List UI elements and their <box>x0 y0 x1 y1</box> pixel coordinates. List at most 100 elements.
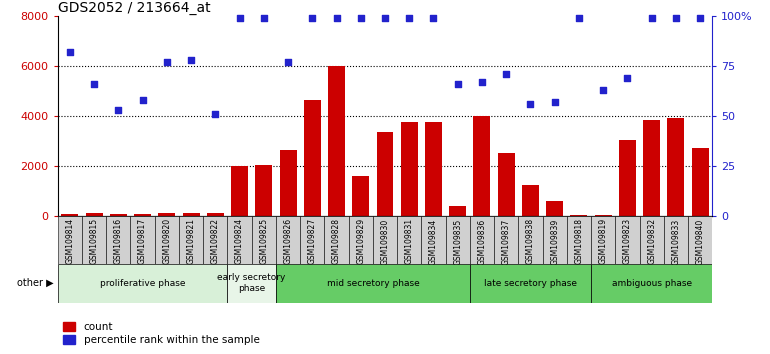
Bar <box>276 216 300 264</box>
Point <box>306 15 319 21</box>
Point <box>355 15 367 21</box>
Bar <box>58 264 227 303</box>
Bar <box>691 148 708 216</box>
Bar <box>425 122 442 216</box>
Point <box>330 15 343 21</box>
Point <box>597 87 609 93</box>
Text: mid secretory phase: mid secretory phase <box>326 279 419 288</box>
Bar <box>668 119 685 216</box>
Point <box>694 15 706 21</box>
Point <box>379 15 391 21</box>
Text: GSM109821: GSM109821 <box>186 218 196 264</box>
Text: GSM109828: GSM109828 <box>332 218 341 264</box>
Point <box>621 75 634 81</box>
Point <box>500 71 512 77</box>
Bar <box>567 216 591 264</box>
Point <box>112 107 125 113</box>
Point <box>88 81 100 87</box>
Text: early secretory
phase: early secretory phase <box>217 274 286 293</box>
Point <box>573 15 585 21</box>
Bar <box>543 216 567 264</box>
Bar <box>252 216 276 264</box>
Text: GSM109836: GSM109836 <box>477 218 487 264</box>
Bar <box>591 264 712 303</box>
Bar <box>231 166 248 216</box>
Text: GSM109814: GSM109814 <box>65 218 75 264</box>
Bar <box>276 264 470 303</box>
Bar <box>518 216 543 264</box>
Bar <box>397 216 421 264</box>
Bar <box>328 66 345 216</box>
Point <box>233 15 246 21</box>
Text: GSM109822: GSM109822 <box>211 218 219 264</box>
Bar <box>280 150 296 216</box>
Text: GSM109833: GSM109833 <box>671 218 681 264</box>
Bar <box>571 215 588 216</box>
Bar <box>591 216 615 264</box>
Bar <box>377 132 393 216</box>
Bar <box>522 185 539 216</box>
Text: GSM109815: GSM109815 <box>89 218 99 264</box>
Point <box>451 81 464 87</box>
Bar <box>106 216 130 264</box>
Text: GSM109829: GSM109829 <box>357 218 365 264</box>
Bar <box>373 216 397 264</box>
Text: GDS2052 / 213664_at: GDS2052 / 213664_at <box>58 1 210 15</box>
Bar <box>664 216 688 264</box>
Text: proliferative phase: proliferative phase <box>100 279 186 288</box>
Text: GSM109818: GSM109818 <box>574 218 584 264</box>
Text: GSM109827: GSM109827 <box>308 218 316 264</box>
Bar <box>58 216 82 264</box>
Bar <box>470 264 591 303</box>
Bar <box>400 122 417 216</box>
Legend: count, percentile rank within the sample: count, percentile rank within the sample <box>63 322 259 345</box>
Text: GSM109825: GSM109825 <box>259 218 268 264</box>
Text: GSM109820: GSM109820 <box>162 218 172 264</box>
Point <box>524 101 537 107</box>
Bar <box>446 216 470 264</box>
Bar <box>203 216 227 264</box>
Point <box>670 15 682 21</box>
Text: GSM109831: GSM109831 <box>405 218 413 264</box>
Text: GSM109832: GSM109832 <box>647 218 656 264</box>
Point <box>185 57 197 63</box>
Point <box>476 79 488 85</box>
Bar <box>304 100 321 216</box>
Bar <box>300 216 324 264</box>
Bar <box>110 214 127 216</box>
Bar <box>324 216 349 264</box>
Bar <box>256 165 273 216</box>
Bar <box>182 213 199 216</box>
Point <box>161 59 173 65</box>
Point <box>282 59 294 65</box>
Point <box>209 111 222 117</box>
Bar <box>207 213 224 216</box>
Bar <box>640 216 664 264</box>
Bar <box>619 140 636 216</box>
Bar <box>497 153 514 216</box>
Text: GSM109816: GSM109816 <box>114 218 123 264</box>
Text: GSM109817: GSM109817 <box>138 218 147 264</box>
Bar <box>615 216 640 264</box>
Bar <box>353 176 370 216</box>
Text: other ▶: other ▶ <box>17 278 54 288</box>
Bar <box>546 201 563 216</box>
Text: GSM109830: GSM109830 <box>380 218 390 264</box>
Text: GSM109840: GSM109840 <box>695 218 705 264</box>
Bar <box>155 216 179 264</box>
Text: GSM109826: GSM109826 <box>283 218 293 264</box>
Text: late secretory phase: late secretory phase <box>484 279 577 288</box>
Text: GSM109824: GSM109824 <box>235 218 244 264</box>
Point <box>258 15 270 21</box>
Point <box>136 97 149 103</box>
Text: GSM109819: GSM109819 <box>598 218 608 264</box>
Point <box>645 15 658 21</box>
Bar <box>130 216 155 264</box>
Bar <box>594 215 611 216</box>
Bar <box>349 216 373 264</box>
Bar <box>421 216 446 264</box>
Point <box>403 15 415 21</box>
Text: GSM109838: GSM109838 <box>526 218 535 264</box>
Text: GSM109835: GSM109835 <box>454 218 462 264</box>
Bar <box>159 213 176 216</box>
